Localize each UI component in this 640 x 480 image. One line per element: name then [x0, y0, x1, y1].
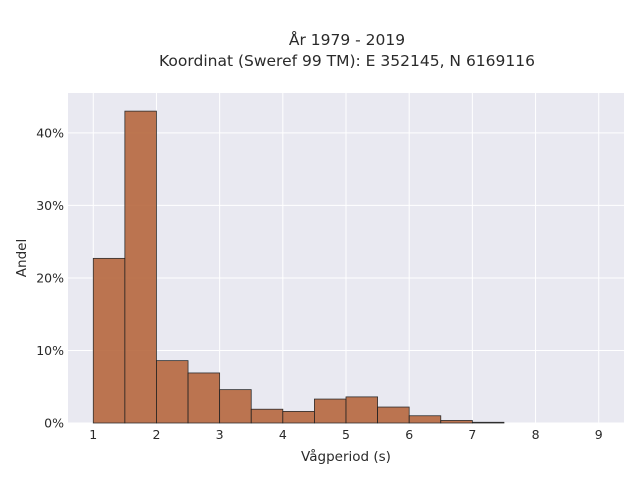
histogram-bar: [250, 408, 284, 424]
histogram-bar: [471, 421, 505, 424]
x-tick-label: 9: [595, 427, 603, 442]
x-tick-label: 5: [342, 427, 350, 442]
histogram-bar: [156, 360, 189, 424]
x-axis-label: Vågperiod (s): [301, 448, 391, 465]
x-tick-labels: 1 2 3 4 5 6 7 8 9: [89, 427, 602, 442]
histogram-bar: [377, 406, 410, 424]
x-tick-label: 6: [405, 427, 413, 442]
x-tick-label: 2: [152, 427, 160, 442]
x-tick-label: 7: [468, 427, 476, 442]
histogram-bar: [440, 420, 473, 424]
histogram-bar: [187, 372, 221, 424]
histogram-bar: [282, 410, 315, 424]
y-tick-labels: 0% 10% 20% 30% 40%: [36, 125, 64, 430]
y-axis-label: Andel: [14, 239, 30, 277]
chart-title: År 1979 - 2019: [289, 30, 405, 49]
y-tick-label: 10%: [36, 343, 64, 358]
chart-subtitle: Koordinat (Sweref 99 TM): E 352145, N 61…: [159, 52, 535, 70]
histogram-bar: [219, 389, 252, 424]
x-tick-label: 4: [279, 427, 287, 442]
y-tick-label: 0%: [44, 416, 64, 431]
histogram-bar: [345, 396, 378, 424]
y-tick-label: 20%: [36, 270, 64, 285]
x-tick-label: 8: [532, 427, 540, 442]
x-tick-label: 1: [89, 427, 97, 442]
histogram-bar: [408, 415, 442, 424]
histogram-bar: [92, 257, 126, 424]
histogram-bar: [124, 110, 157, 424]
histogram-bar: [314, 398, 347, 424]
x-tick-label: 3: [216, 427, 224, 442]
y-tick-label: 40%: [36, 125, 64, 140]
y-tick-label: 30%: [36, 198, 64, 213]
histogram-bars: [92, 110, 505, 424]
